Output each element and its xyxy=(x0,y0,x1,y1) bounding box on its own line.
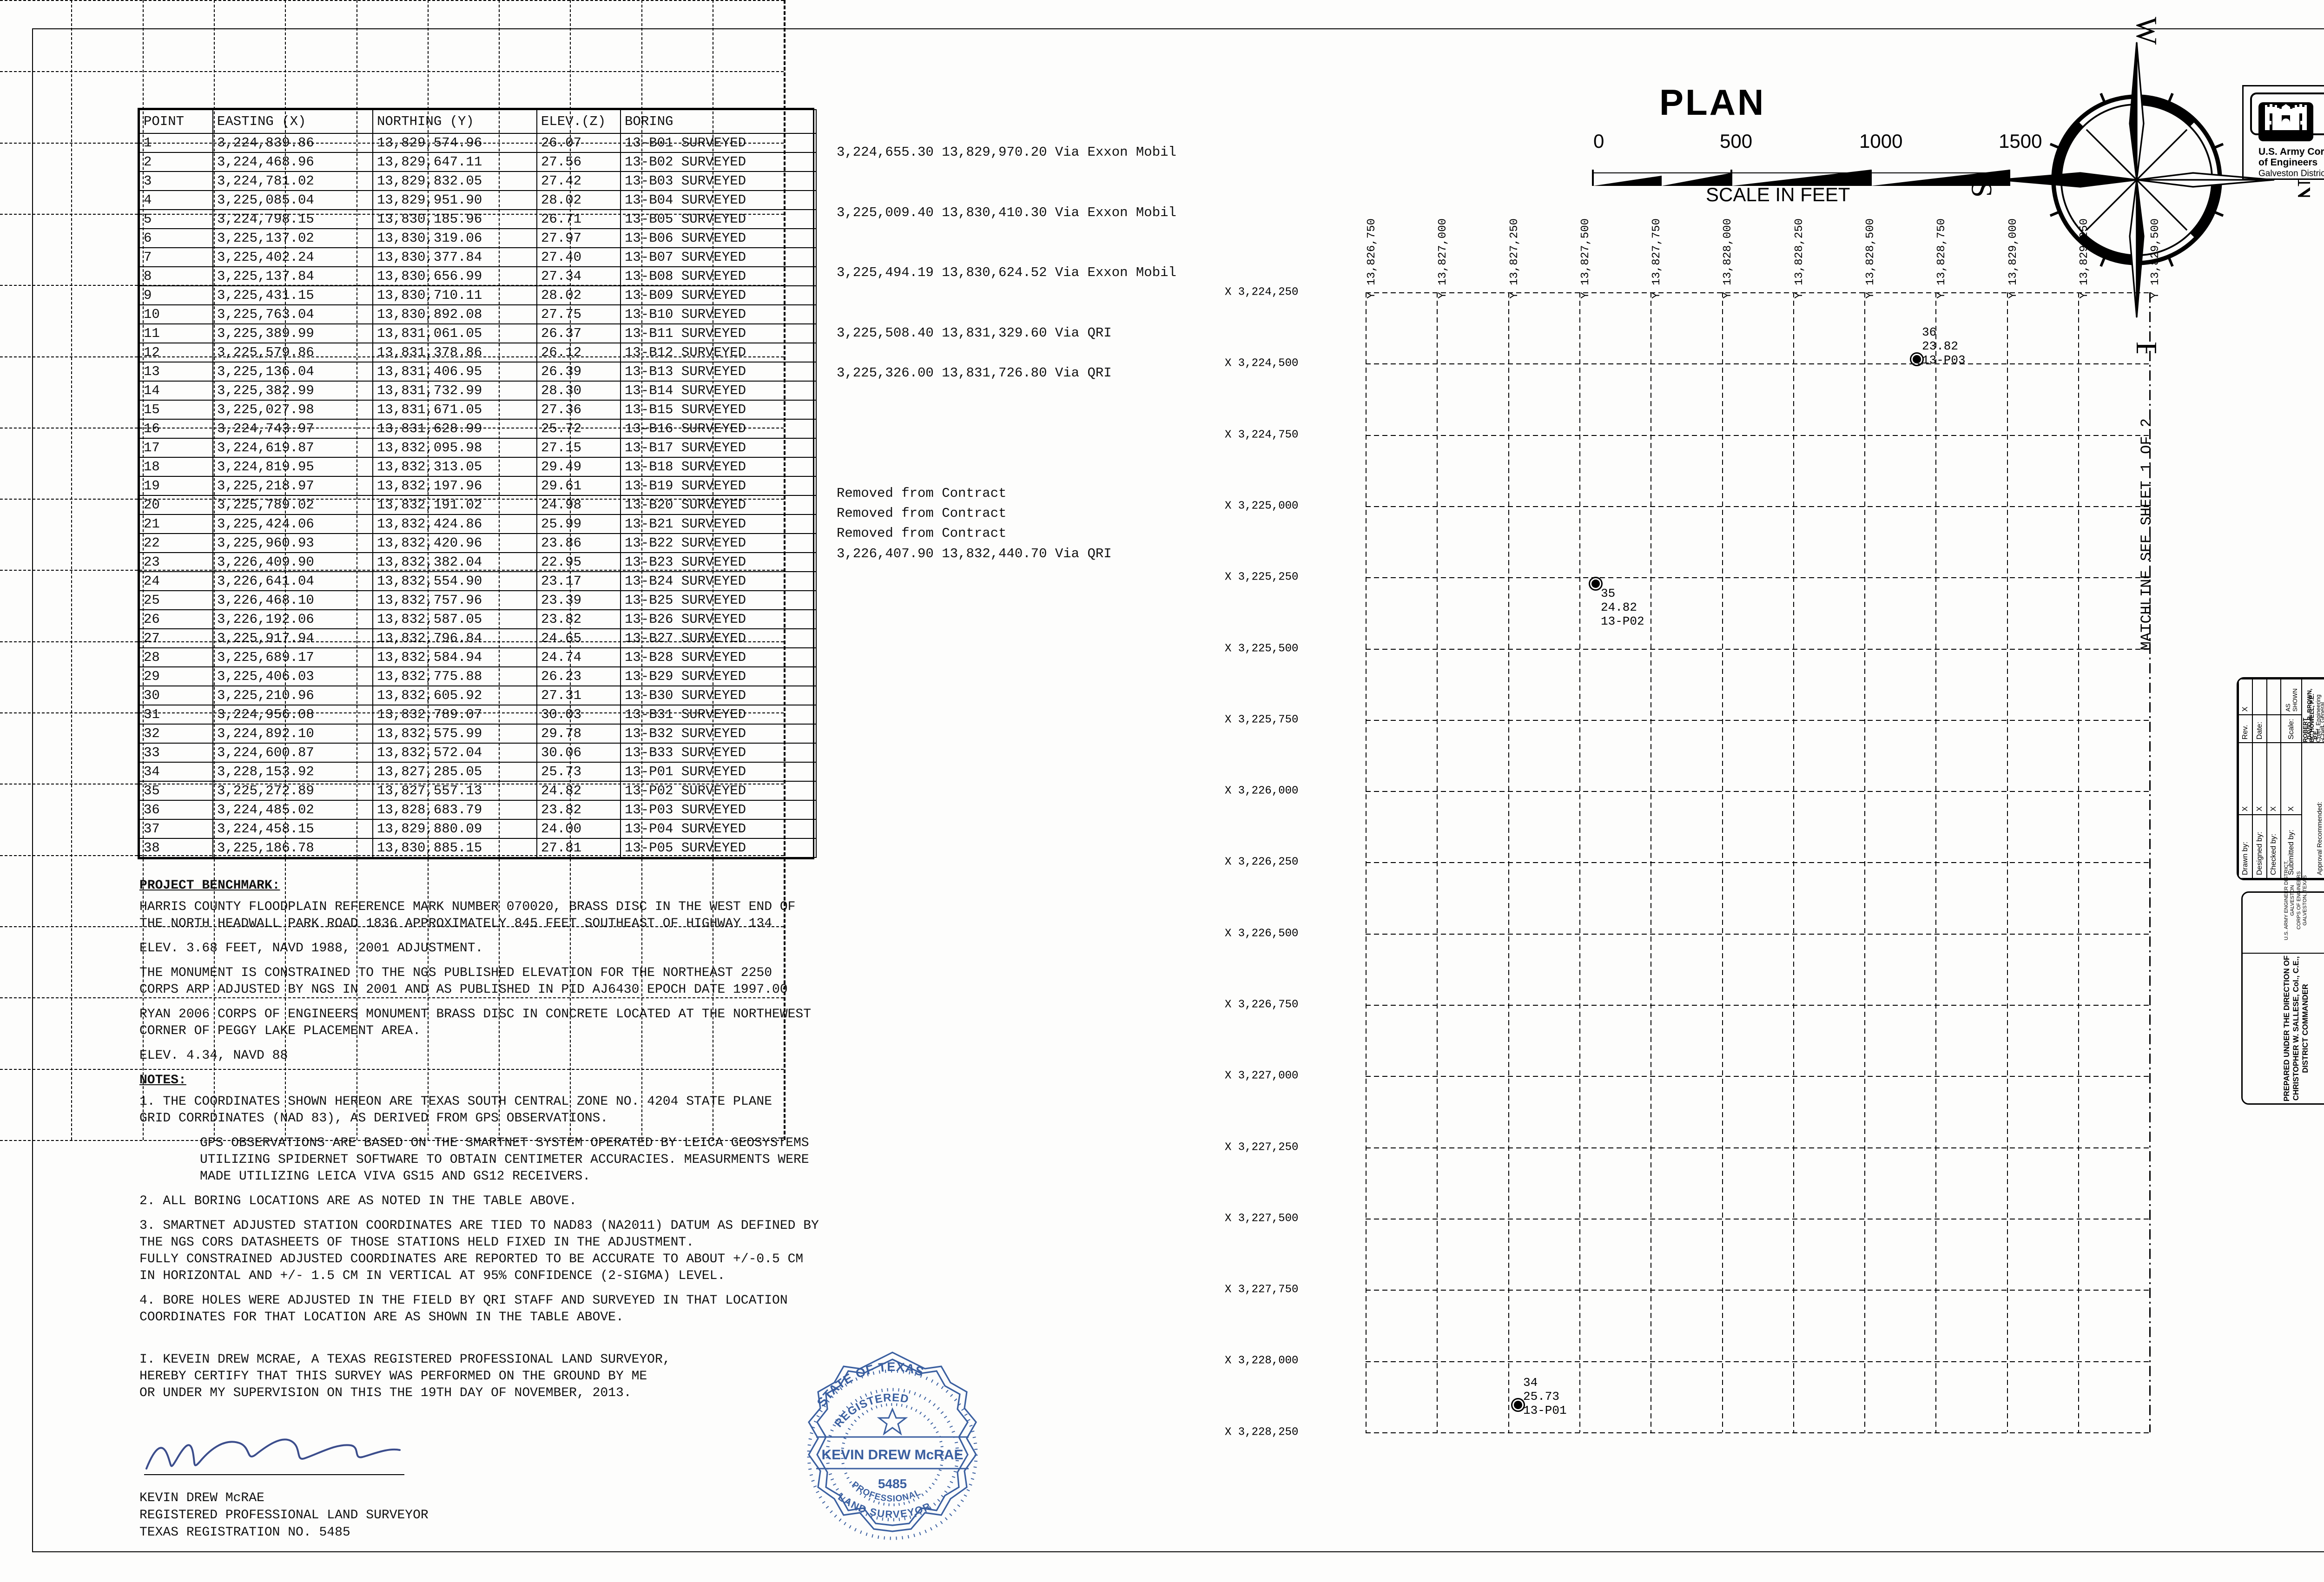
svg-text:N: N xyxy=(2291,179,2310,200)
svg-text:KEVIN DREW McRAE: KEVIN DREW McRAE xyxy=(821,1447,963,1463)
svg-text:W: W xyxy=(2130,17,2163,45)
svg-text:S: S xyxy=(1966,181,1999,198)
svg-text:5485: 5485 xyxy=(878,1477,907,1491)
